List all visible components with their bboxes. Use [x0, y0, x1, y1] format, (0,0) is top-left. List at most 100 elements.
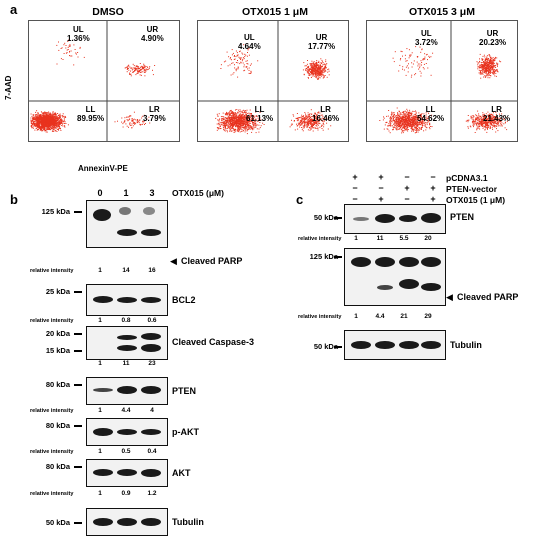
event-dot [467, 115, 469, 116]
event-dot [317, 71, 319, 73]
event-dot [484, 58, 486, 60]
event-dot [133, 65, 135, 67]
event-dot [294, 129, 296, 131]
event-dot [301, 123, 303, 125]
event-dot [306, 66, 308, 68]
event-dot [38, 117, 40, 119]
event-dot [319, 66, 321, 68]
event-dot [311, 65, 313, 67]
event-dot [257, 120, 259, 122]
event-dot [389, 125, 391, 127]
event-dot [311, 67, 313, 68]
event-dot [240, 57, 242, 59]
event-dot [308, 115, 310, 117]
event-dot [396, 123, 398, 125]
event-dot [298, 123, 300, 125]
event-dot [65, 117, 67, 118]
event-dot [408, 115, 409, 116]
event-dot [398, 128, 400, 130]
event-dot [236, 121, 237, 123]
event-dot [486, 75, 488, 77]
event-dot [62, 123, 63, 125]
event-dot [403, 111, 405, 112]
event-dot [138, 68, 140, 69]
event-dot [45, 131, 47, 133]
event-dot [323, 75, 325, 77]
event-dot [141, 65, 143, 67]
event-dot [50, 124, 52, 126]
event-dot [489, 75, 491, 76]
event-dot [489, 60, 491, 62]
event-dot [409, 125, 411, 126]
event-dot [482, 55, 484, 57]
event-dot [225, 124, 227, 126]
event-dot [326, 118, 328, 120]
event-dot [257, 60, 259, 62]
event-dot [39, 124, 41, 126]
event-dot [427, 111, 429, 113]
event-dot [256, 115, 258, 117]
event-dot [477, 116, 479, 118]
event-dot [423, 122, 425, 124]
event-dot [322, 73, 323, 75]
event-dot [419, 119, 421, 121]
event-dot [58, 129, 60, 131]
event-dot [319, 64, 321, 66]
event-dot [227, 112, 229, 114]
event-dot [486, 56, 488, 58]
event-dot [483, 113, 485, 115]
event-dot [243, 124, 245, 126]
event-dot [241, 130, 243, 132]
event-dot [37, 120, 39, 122]
event-dot [390, 122, 392, 124]
event-dot [236, 122, 238, 124]
event-dot [55, 127, 57, 129]
event-dot [413, 125, 415, 127]
event-dot [143, 121, 145, 123]
event-dot [32, 121, 34, 123]
event-dot [239, 131, 241, 133]
event-dot [317, 120, 319, 122]
quad-ll: LL 61.13% [246, 105, 274, 123]
event-dot [310, 120, 312, 122]
event-dot [220, 123, 222, 125]
event-dot [485, 73, 487, 74]
event-dot [56, 123, 58, 125]
event-dot [489, 127, 491, 129]
event-dot [311, 127, 313, 129]
event-dot [487, 69, 489, 71]
event-dot [137, 72, 139, 74]
event-dot [485, 119, 487, 121]
event-dot [223, 129, 225, 130]
event-dot [317, 65, 318, 66]
event-dot [316, 123, 318, 125]
event-dot [47, 112, 48, 114]
event-dot [397, 113, 399, 115]
event-dot [235, 126, 237, 128]
event-dot [303, 118, 305, 120]
event-dot [73, 64, 75, 66]
event-dot [480, 115, 482, 117]
event-dot [54, 127, 56, 129]
event-dot [475, 114, 477, 116]
event-dot [301, 117, 303, 119]
event-dot [147, 67, 149, 69]
event-dot [414, 113, 416, 115]
event-dot [224, 122, 226, 124]
event-dot [244, 111, 246, 113]
event-dot [223, 119, 225, 121]
event-dot [488, 67, 490, 69]
event-dot [42, 124, 44, 126]
event-dot [424, 117, 426, 119]
event-dot [43, 128, 45, 130]
event-dot [402, 132, 404, 134]
event-dot [407, 121, 409, 123]
event-dot [475, 120, 477, 122]
event-dot [297, 124, 299, 126]
event-dot [249, 120, 251, 122]
event-dot [304, 122, 306, 124]
event-dot [386, 128, 388, 130]
event-dot [487, 65, 489, 67]
event-dot [307, 77, 309, 78]
event-dot [124, 117, 126, 119]
